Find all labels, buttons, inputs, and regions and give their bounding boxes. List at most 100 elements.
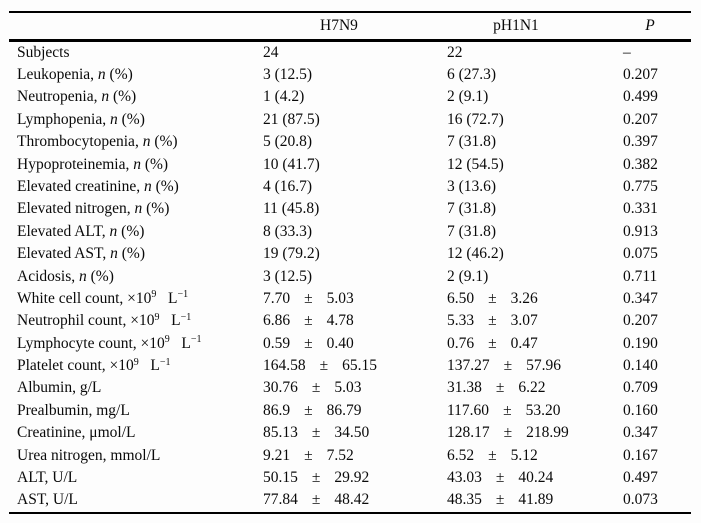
table-header-row: H7N9 pH1N1 P [9, 13, 691, 39]
cell-h7n9: 1 (4.2) [263, 88, 305, 106]
label-text: Elevated ALT, [17, 222, 110, 240]
row-label: Creatinine, μmol/L [9, 422, 263, 444]
plus-minus: ± [503, 401, 512, 419]
row-label: Lymphocyte count, ×109 L−1 [9, 333, 263, 357]
sd-value: 3.07 [510, 312, 538, 330]
table-bottom-rule [9, 511, 691, 514]
sd-value: 5.12 [510, 446, 538, 464]
plus-minus: ± [304, 312, 313, 330]
cell-ph1n1: 2 (9.1) [447, 88, 489, 106]
mean-value: 6.50 [447, 289, 475, 307]
cell-p: 0.167 [623, 446, 658, 464]
cell-p: 0.913 [623, 222, 658, 240]
label-text: (%) [117, 245, 145, 263]
sd-value: 65.15 [342, 357, 378, 375]
label-text: n [110, 110, 118, 128]
cell-ph1n1: 6.52 ±5.12 [447, 445, 623, 467]
row-label: Prealbumin, mg/L [9, 400, 263, 422]
label-text: (%) [109, 88, 137, 106]
cell-p: 0.073 [623, 491, 658, 509]
table-row: Elevated nitrogen, n (%) 11 (45.8) 7 (31.8… [9, 198, 691, 220]
sd-value: 53.20 [525, 401, 561, 419]
cell-h7n9: 5 (20.8) [263, 133, 313, 151]
table-row: Urea nitrogen, mmol/L 9.21 ±7.52 6.52 ±5.12 0… [9, 445, 691, 467]
mean-value: 128.17 [447, 424, 490, 442]
label-text: Prealbumin, mg/L [17, 401, 130, 419]
label-text: n [110, 245, 118, 263]
table-row: Elevated ALT, n (%) 8 (33.3) 7 (31.8) 0.913 [9, 221, 691, 243]
table-row: Neutropenia, n (%) 1 (4.2) 2 (9.1) 0.499 [9, 86, 691, 108]
label-text: L [169, 334, 191, 352]
cell-h7n9: 19 (79.2) [263, 245, 320, 263]
label-text: (%) [142, 200, 170, 218]
label-text: (%) [151, 177, 179, 195]
plus-minus: ± [495, 379, 505, 397]
table-row: Acidosis, n (%) 3 (12.5) 2 (9.1) 0.711 [9, 266, 691, 288]
table-row: Subjects 24 22 – [9, 42, 691, 64]
cell-p: 0.160 [623, 401, 658, 419]
cell-ph1n1: 12 (46.2) [447, 245, 504, 263]
row-label: Neutropenia, n (%) [9, 86, 263, 108]
sd-value: 34.50 [334, 424, 370, 442]
header-cell-ph1n1: pH1N1 [493, 16, 539, 34]
table-row: Platelet count, ×109 L−1 164.58 ±65.15 137.… [9, 355, 691, 377]
label-text: n [143, 177, 152, 195]
mean-value: 6.52 [447, 446, 475, 464]
mean-value: 6.86 [263, 312, 291, 330]
cell-ph1n1: 7 (31.8) [447, 222, 497, 240]
header-cell-h7n9: H7N9 [320, 16, 358, 34]
cell-ph1n1: 7 (31.8) [447, 200, 497, 218]
label-text: (%) [140, 155, 169, 173]
cell-p: 0.207 [623, 312, 658, 330]
cell-h7n9: 6.86 ±4.78 [263, 310, 447, 334]
plus-minus: ± [488, 446, 497, 464]
cell-ph1n1: 0.76 ±0.47 [447, 333, 623, 357]
row-label: Albumin, g/L [9, 377, 263, 399]
mean-value: 85.13 [263, 424, 298, 442]
plus-minus: ± [495, 469, 505, 487]
plus-minus: ± [488, 312, 497, 330]
sd-value: 3.26 [510, 289, 538, 307]
label-text: n [79, 267, 87, 285]
table-header-rule [9, 38, 691, 42]
cell-p: 0.347 [623, 289, 658, 307]
label-text: Lymphopenia, [17, 110, 110, 128]
label-text: Acidosis, [17, 267, 79, 285]
sd-value: 5.03 [334, 379, 362, 397]
sd-value: 86.79 [326, 401, 362, 419]
label-text: Urea nitrogen, mmol/L [17, 446, 161, 464]
cell-h7n9: 21 (87.5) [263, 110, 320, 128]
sd-value: 0.47 [510, 334, 538, 352]
row-label: Elevated nitrogen, n (%) [9, 198, 263, 220]
sd-value: 41.89 [518, 491, 554, 509]
mean-value: 43.03 [447, 469, 482, 487]
cell-h7n9: 77.84 ±48.42 [263, 489, 447, 511]
cell-ph1n1: 2 (9.1) [447, 267, 489, 285]
label-text: L [156, 289, 178, 307]
plus-minus: ± [488, 289, 497, 307]
mean-value: 117.60 [447, 401, 490, 419]
table-row: Creatinine, μmol/L 85.13 ±34.50 128.17 ±218.… [9, 422, 691, 444]
results-table: H7N9 pH1N1 P Subjects 24 22 – Leukopenia, n … [9, 11, 691, 514]
sd-value: 5.03 [326, 289, 354, 307]
row-label: Urea nitrogen, mmol/L [9, 445, 263, 467]
table-row: Prealbumin, mg/L 86.9 ±86.79 117.60 ±53.20 0.… [9, 400, 691, 422]
mean-value: 137.27 [447, 357, 490, 375]
superscript-text: 9 [133, 356, 139, 368]
table-row: ALT, U/L 50.15 ±29.92 43.03 ±40.24 0.497 [9, 467, 691, 489]
cell-ph1n1: 22 [447, 43, 463, 61]
plus-minus: ± [495, 491, 505, 509]
cell-p: 0.075 [623, 245, 658, 263]
row-label: Acidosis, n (%) [9, 266, 263, 288]
row-label: Elevated creatinine, n (%) [9, 176, 263, 198]
cell-ph1n1: 43.03 ±40.24 [447, 467, 623, 489]
label-text: Lymphocyte count, ×10 [17, 334, 165, 352]
cell-p: 0.711 [623, 267, 658, 285]
label-text: Elevated AST, [17, 245, 111, 263]
label-text: (%) [105, 65, 133, 83]
sd-value: 7.52 [326, 446, 354, 464]
cell-p: 0.207 [623, 110, 658, 128]
mean-value: 0.76 [447, 334, 475, 352]
label-text: L [159, 312, 181, 330]
table-row: Lymphocyte count, ×109 L−1 0.59 ±0.40 0.76 ±… [9, 333, 691, 355]
